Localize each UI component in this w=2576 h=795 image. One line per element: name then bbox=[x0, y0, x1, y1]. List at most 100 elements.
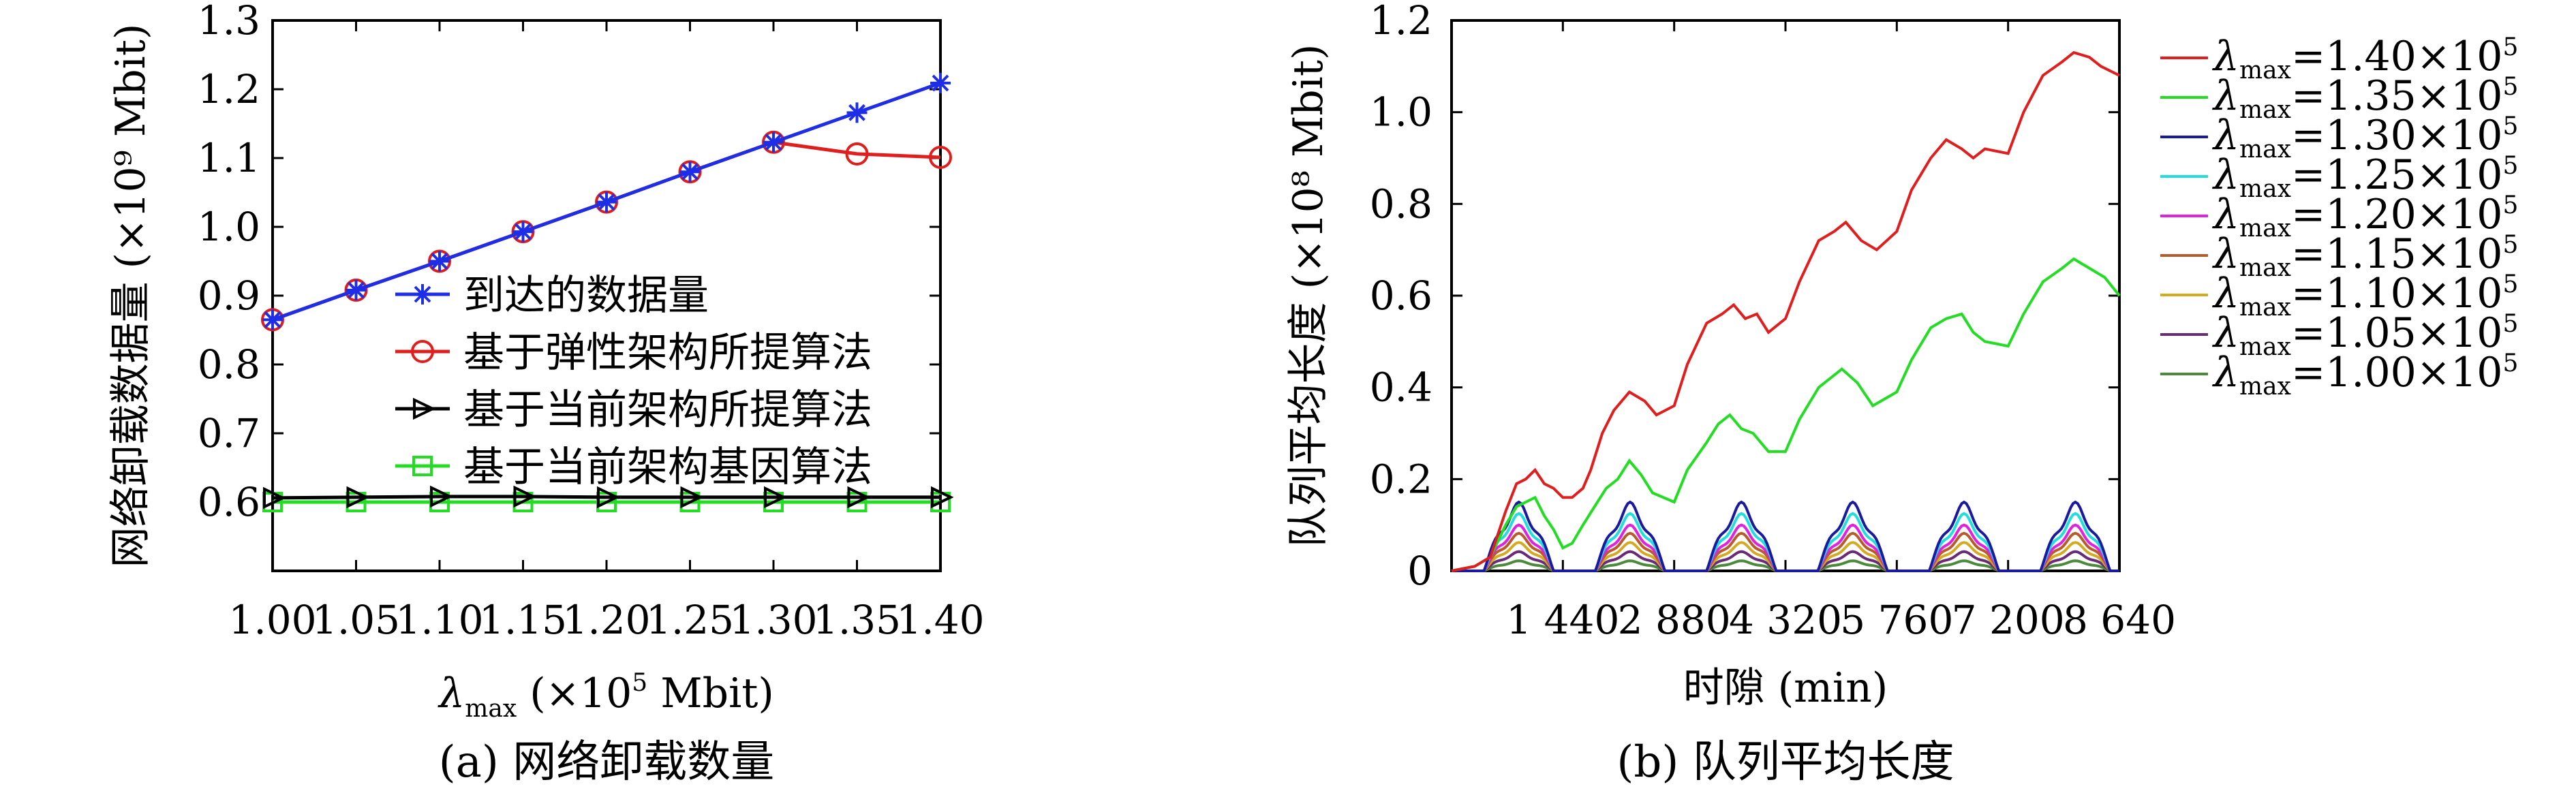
x-tick-label: 1.15 bbox=[479, 597, 567, 643]
chart-a-y-axis: 0.6 0.7 0.8 0.9 1.0 1.1 1.2 1.3 bbox=[198, 0, 940, 525]
chart-b-x-axis-label: 时隙 (min) bbox=[1683, 664, 1888, 712]
data-point bbox=[346, 279, 367, 300]
x-tick-label: 1.20 bbox=[562, 597, 650, 643]
x-tick-label: 1.30 bbox=[729, 597, 817, 643]
chart-b-y-axis-label: 队列平均长度 (×10⁸ Mbit) bbox=[1285, 44, 1332, 548]
legend-superscript: 5 bbox=[2502, 152, 2518, 180]
data-point bbox=[929, 145, 952, 169]
data-point bbox=[764, 486, 787, 509]
legend-subscript: max bbox=[2239, 96, 2291, 124]
data-point bbox=[845, 142, 869, 166]
data-point bbox=[596, 191, 617, 213]
x-tick-label: 1.25 bbox=[646, 597, 734, 643]
x-tick-label: 5 760 bbox=[1840, 597, 1953, 643]
chart-b-y-axis: 0 0.2 0.4 0.6 0.8 1.0 1.2 bbox=[1370, 0, 2119, 594]
y-tick-label: 1.2 bbox=[1370, 0, 1432, 44]
y-tick-label: 1.3 bbox=[198, 0, 260, 44]
chart-a: 0.6 0.7 0.8 0.9 1.0 1.1 1.2 1.3 1.001.051.101.1… bbox=[107, 0, 985, 788]
y-tick-label: 0.4 bbox=[1370, 364, 1432, 411]
legend-label: λmax=1.15×105 bbox=[2212, 230, 2518, 282]
legend-subscript: max bbox=[2239, 373, 2291, 401]
y-tick-label: 1.0 bbox=[1370, 89, 1432, 136]
legend-subscript: max bbox=[2239, 254, 2291, 282]
legend-label: λmax=1.30×105 bbox=[2212, 112, 2518, 163]
legend-symbol: λ bbox=[2212, 349, 2239, 396]
legend-symbol: λ bbox=[2212, 191, 2239, 238]
legend-value: =1.40×10 bbox=[2291, 33, 2503, 80]
data-point bbox=[930, 72, 951, 93]
series-line bbox=[1451, 257, 2121, 572]
data-point bbox=[262, 309, 283, 330]
series-line bbox=[1452, 500, 2119, 572]
chart-b-legend: λmax=1.40×105λmax=1.35×105λmax=1.30×105λ… bbox=[2160, 33, 2518, 401]
legend-value: =1.00×10 bbox=[2291, 349, 2503, 396]
legend-marker bbox=[412, 284, 433, 305]
legend-superscript: 5 bbox=[2502, 112, 2518, 140]
legend-superscript: 5 bbox=[2502, 349, 2518, 377]
chart-a-y-axis-label: 网络卸载数据量 (×10⁹ Mbit) bbox=[107, 24, 155, 568]
legend-label: 基于弹性架构所提算法 bbox=[463, 329, 872, 377]
x-axis-unit-tail: Mbit) bbox=[647, 670, 774, 717]
legend-marker bbox=[411, 340, 434, 363]
legend-value: =1.35×10 bbox=[2291, 72, 2503, 120]
chart-b-caption: (b) 队列平均长度 bbox=[1616, 737, 1954, 788]
data-point bbox=[679, 161, 701, 183]
chart-a-series bbox=[261, 72, 954, 512]
y-tick-label: 0.9 bbox=[198, 272, 260, 319]
y-tick-label: 1.1 bbox=[198, 135, 260, 181]
legend-symbol: λ bbox=[2212, 309, 2239, 357]
x-axis-symbol: λ bbox=[438, 670, 465, 717]
legend-superscript: 5 bbox=[2502, 73, 2518, 101]
legend-symbol: λ bbox=[2212, 33, 2239, 80]
legend-label: 到达的数据量 bbox=[463, 272, 709, 319]
x-tick-label: 8 640 bbox=[2063, 597, 2176, 643]
x-tick-label: 1.40 bbox=[896, 597, 984, 643]
legend-value: =1.20×10 bbox=[2291, 191, 2503, 238]
x-tick-label: 1.10 bbox=[395, 597, 483, 643]
legend-label: λmax=1.25×105 bbox=[2212, 151, 2518, 203]
x-tick-label: 4 320 bbox=[1729, 597, 1842, 643]
y-tick-label: 0.8 bbox=[198, 341, 260, 388]
legend-symbol: λ bbox=[2212, 112, 2239, 159]
chart-a-caption: (a) 网络卸载数量 bbox=[439, 737, 774, 788]
legend-subscript: max bbox=[2239, 136, 2291, 163]
x-axis-unit-text: (×10 bbox=[517, 670, 632, 717]
legend-subscript: max bbox=[2239, 333, 2291, 361]
legend-subscript: max bbox=[2239, 175, 2291, 203]
legend-label: λmax=1.10×105 bbox=[2212, 270, 2518, 322]
chart-a-x-axis: 1.001.051.101.151.201.251.301.351.40 bbox=[228, 20, 985, 643]
legend-value: =1.30×10 bbox=[2291, 112, 2503, 159]
legend-label: λmax=1.20×105 bbox=[2212, 191, 2518, 243]
y-tick-label: 0.7 bbox=[198, 410, 260, 456]
x-tick-label: 1.35 bbox=[813, 597, 901, 643]
legend-symbol: λ bbox=[2212, 270, 2239, 317]
chart-a-x-axis-label: λmax (×105 Mbit) bbox=[438, 669, 774, 723]
legend-superscript: 5 bbox=[2502, 191, 2518, 219]
data-point bbox=[847, 486, 871, 509]
legend-symbol: λ bbox=[2212, 72, 2239, 120]
legend-superscript: 5 bbox=[2502, 310, 2518, 338]
series-line bbox=[1451, 50, 2120, 572]
data-point bbox=[513, 485, 537, 508]
legend-superscript: 5 bbox=[2502, 33, 2518, 61]
data-point bbox=[512, 221, 534, 243]
data-point bbox=[346, 486, 370, 509]
data-point bbox=[429, 251, 450, 272]
series-line bbox=[272, 495, 940, 500]
data-point bbox=[680, 486, 704, 509]
legend-superscript: 5 bbox=[2502, 231, 2518, 259]
legend-label: λmax=1.05×105 bbox=[2212, 309, 2518, 361]
legend-subscript: max bbox=[2239, 215, 2291, 243]
x-tick-label: 1 440 bbox=[1506, 597, 1619, 643]
legend-label: 基于当前架构基因算法 bbox=[463, 443, 872, 491]
y-tick-label: 0.6 bbox=[1370, 272, 1432, 319]
legend-value: =1.10×10 bbox=[2291, 270, 2503, 317]
legend-subscript: max bbox=[2239, 294, 2291, 322]
data-point bbox=[846, 102, 868, 123]
y-tick-label: 1.2 bbox=[198, 66, 260, 112]
y-tick-label: 0.6 bbox=[198, 479, 260, 525]
legend-symbol: λ bbox=[2212, 151, 2239, 199]
